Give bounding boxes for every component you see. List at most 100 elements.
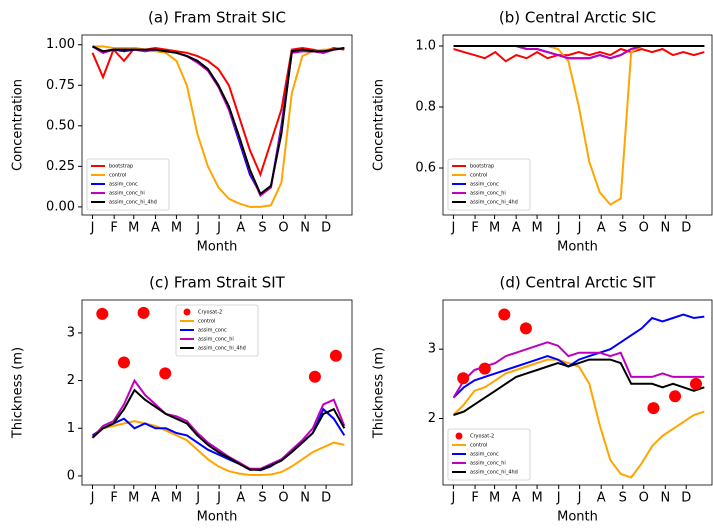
- series-line: [92, 45, 345, 196]
- series-line: [452, 313, 705, 399]
- x-tick-label: F: [471, 491, 478, 506]
- x-tick-label: J: [451, 221, 456, 236]
- cryosat-point: [329, 349, 342, 362]
- y-tick-label: 3: [428, 342, 436, 357]
- legend-label: assim_conc_hi: [198, 337, 234, 343]
- x-tick-label: S: [619, 221, 627, 236]
- x-tick-label: J: [216, 221, 221, 236]
- x-tick-label: J: [90, 221, 95, 236]
- x-tick-label: S: [258, 221, 266, 236]
- legend-label: assim_conc: [109, 182, 138, 188]
- plot-area: [91, 378, 346, 476]
- series-line: [92, 45, 345, 208]
- x-tick-label: M: [531, 221, 542, 236]
- cryosat-point: [457, 372, 470, 385]
- cryosat-point: [308, 370, 321, 383]
- x-tick-label: O: [278, 221, 288, 236]
- axes-frame: [442, 34, 713, 216]
- x-tick-label: M: [171, 491, 182, 506]
- x-tick-label: D: [681, 221, 691, 236]
- y-axis-label: Concentration: [11, 79, 26, 171]
- cryosat-point: [519, 322, 532, 335]
- x-tick-label: M: [489, 491, 500, 506]
- x-tick-label: M: [531, 491, 542, 506]
- x-tick-label: D: [321, 221, 331, 236]
- series-line: [91, 378, 346, 470]
- y-axis-label: Thickness (m): [11, 347, 26, 439]
- x-tick-label: A: [236, 491, 245, 506]
- panel-title: (d) Central Arctic SIT: [500, 274, 657, 292]
- legend-label: assim_conc_hi_4hd: [470, 200, 518, 206]
- legend-label: assim_conc: [470, 182, 499, 188]
- cryosat-point: [159, 367, 172, 380]
- x-tick-label: A: [151, 221, 160, 236]
- legend: Cryosat-2 control assim_conc assim_conc_hia…: [175, 304, 259, 357]
- legend-label: control: [470, 173, 487, 179]
- x-tick-label: D: [321, 491, 331, 506]
- legend-label: assim_conc_hi: [470, 191, 506, 197]
- x-tick-label: O: [639, 221, 649, 236]
- cryosat-point: [478, 362, 491, 375]
- x-tick-label: F: [110, 491, 117, 506]
- y-tick-label: 0.25: [46, 159, 75, 174]
- legend-label: assim_conc_hi: [109, 191, 145, 197]
- panel-title: (b) Central Arctic SIC: [499, 9, 656, 27]
- legend: bootstrap control assim_conc assim_conc_hia…: [86, 158, 170, 211]
- x-tick-label: J: [216, 491, 221, 506]
- plot-area: [91, 45, 345, 208]
- legend-label: bootstrap: [109, 164, 133, 170]
- y-tick-label: 2: [67, 373, 75, 388]
- legend-box: [447, 428, 531, 481]
- cryosat-point: [689, 377, 702, 390]
- x-tick-label: A: [597, 491, 606, 506]
- x-axis-label: Month: [557, 240, 598, 255]
- x-tick-label: J: [195, 491, 200, 506]
- legend-label: control: [470, 443, 487, 449]
- legend-box: [175, 304, 259, 357]
- x-tick-label: D: [681, 491, 691, 506]
- legend-box: [447, 158, 531, 211]
- series-line: [453, 358, 705, 416]
- series-line: [453, 47, 705, 63]
- plot-area: [452, 313, 705, 479]
- y-tick-label: 0.75: [46, 78, 75, 93]
- y-tick-label: 0.6: [415, 161, 436, 176]
- x-tick-label: N: [300, 221, 310, 236]
- legend-label: control: [198, 319, 215, 325]
- panel-title: (c) Fram Strait SIT: [149, 274, 286, 292]
- x-tick-label: N: [300, 491, 310, 506]
- x-tick-label: M: [128, 221, 139, 236]
- x-tick-label: A: [512, 491, 521, 506]
- cryosat-point: [96, 307, 109, 320]
- cryosat-point: [498, 308, 511, 321]
- panel-title: (a) Fram Strait SIC: [148, 9, 286, 27]
- legend-label: assim_conc_hi_4hd: [470, 470, 518, 476]
- x-tick-label: O: [639, 491, 649, 506]
- legend-label: assim_conc_hi: [470, 461, 506, 467]
- y-tick-label: 0: [67, 468, 75, 483]
- x-tick-label: A: [236, 221, 245, 236]
- x-tick-label: F: [471, 221, 478, 236]
- y-tick-label: 1.00: [46, 37, 75, 52]
- legend-marker: [183, 308, 191, 316]
- legend-label: control: [109, 173, 126, 179]
- x-tick-label: J: [556, 221, 561, 236]
- x-tick-label: A: [597, 221, 606, 236]
- series-line: [452, 341, 705, 399]
- series-line: [91, 420, 345, 476]
- x-tick-label: A: [151, 491, 160, 506]
- x-tick-label: O: [278, 491, 288, 506]
- cryosat-point: [117, 356, 130, 369]
- plot-area: [453, 45, 705, 206]
- y-axis-label: Concentration: [372, 79, 387, 171]
- y-tick-label: 3: [67, 325, 75, 340]
- x-tick-label: M: [489, 221, 500, 236]
- x-tick-label: J: [451, 491, 456, 506]
- x-tick-label: N: [660, 221, 670, 236]
- y-tick-label: 0.00: [46, 199, 75, 214]
- series-line: [91, 46, 345, 178]
- y-tick-label: 0.8: [415, 100, 436, 115]
